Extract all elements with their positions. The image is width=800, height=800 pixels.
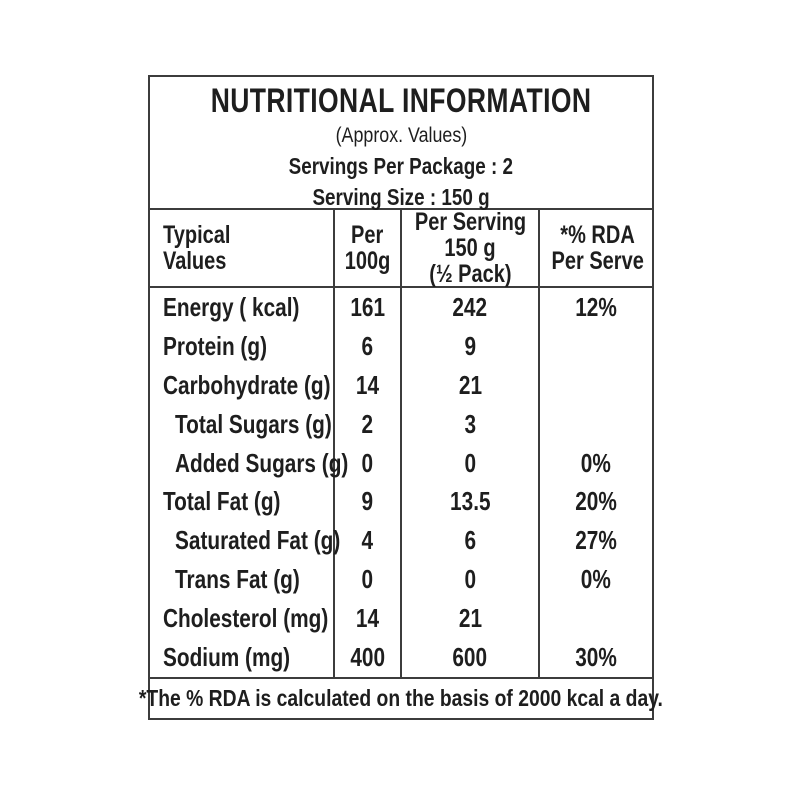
table-body: Energy ( kcal) 161 242 12% Protein (g) 6… [150, 288, 652, 678]
page-title: NUTRITIONAL INFORMATION [210, 82, 592, 120]
column-header-per-100g: Per 100g [333, 210, 400, 288]
table-row-protein: Protein (g) 6 9 [150, 326, 652, 366]
column-header-per-serving: Per Serving 150 g (½ Pack) [400, 209, 538, 288]
table-row-cholesterol: Cholesterol (mg) 14 21 [150, 599, 652, 639]
table-row-trans-fat: Trans Fat (g) 0 0 0% [150, 560, 652, 600]
serving-size: Serving Size : 150 g [312, 184, 490, 210]
rda-footnote: *The % RDA is calculated on the basis of… [139, 677, 663, 718]
table-row-total-sugars: Total Sugars (g) 2 3 [150, 404, 652, 444]
approx-values-subtitle: (Approx. Values) [335, 124, 467, 147]
table-row-sodium: Sodium (mg) 400 600 30% [150, 638, 652, 678]
table-row-energy: Energy ( kcal) 161 242 12% [150, 288, 652, 327]
column-header-row: Typical Values Per 100g Per Serving 150 … [150, 208, 652, 288]
table-header-block: NUTRITIONAL INFORMATION (Approx. Values)… [150, 77, 652, 210]
column-header-rda: *% RDA Per Serve [538, 210, 655, 288]
column-header-typical-values: Typical Values [163, 220, 231, 275]
table-row-total-fat: Total Fat (g) 9 13.5 20% [150, 482, 652, 522]
table-row-added-sugars: Added Sugars (g) 0 0 0% [150, 443, 652, 483]
table-row-saturated-fat: Saturated Fat (g) 4 6 27% [150, 521, 652, 561]
nutrition-table: NUTRITIONAL INFORMATION (Approx. Values)… [139, 75, 663, 720]
table-row-carbohydrate: Carbohydrate (g) 14 21 [150, 365, 652, 405]
servings-per-package: Servings Per Package : 2 [288, 153, 514, 179]
